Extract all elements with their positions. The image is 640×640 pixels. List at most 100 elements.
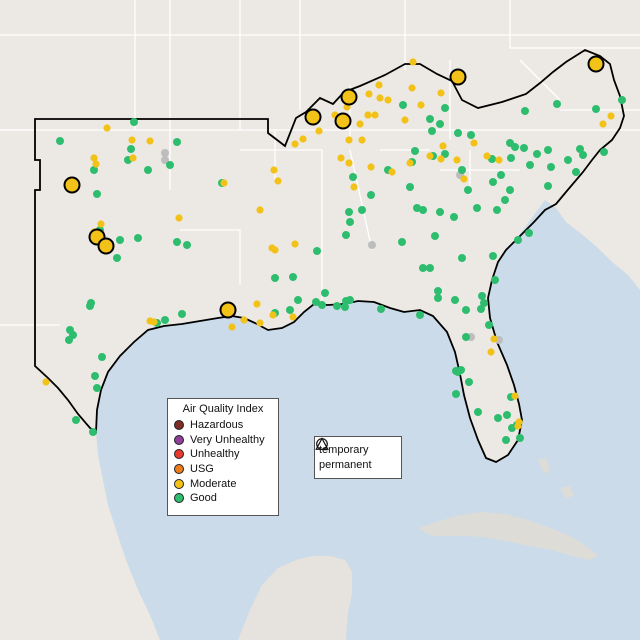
site-marker-good — [431, 232, 439, 240]
site-marker-good — [451, 296, 459, 304]
site-marker-moderate — [256, 319, 264, 327]
site-marker-good — [398, 238, 406, 246]
site-marker-good — [116, 236, 124, 244]
site-marker-good — [579, 151, 587, 159]
site-marker-good — [426, 264, 434, 272]
site-marker-good — [428, 127, 436, 135]
site-marker-good — [69, 331, 77, 339]
site-marker-good — [346, 296, 354, 304]
state-line — [509, 0, 640, 49]
site-marker-moderate — [417, 101, 425, 109]
site-marker-good — [91, 372, 99, 380]
southeast-region-outline — [34, 48, 625, 463]
site-marker-good — [89, 428, 97, 436]
site-marker-moderate — [337, 154, 345, 162]
site-marker-moderate — [289, 313, 297, 321]
site-marker-moderate — [426, 152, 434, 160]
legend-item-moderate: Moderate — [168, 476, 278, 491]
site-marker-good — [406, 183, 414, 191]
site-marker-good — [465, 378, 473, 386]
site-marker-moderate — [388, 168, 396, 176]
site-marker-good — [521, 107, 529, 115]
site-marker-good — [592, 105, 600, 113]
legend-item-hazardous: Hazardous — [168, 418, 278, 433]
site-marker-good — [458, 166, 466, 174]
site-marker-good — [93, 190, 101, 198]
site-marker-good — [90, 166, 98, 174]
site-marker-moderate — [470, 139, 478, 147]
site-marker-moderate — [439, 142, 447, 150]
temporary-monitor-marker — [340, 88, 358, 106]
site-marker-good — [166, 161, 174, 169]
site-marker-moderate — [460, 175, 468, 183]
site-marker-good — [467, 131, 475, 139]
site-marker-good — [399, 101, 407, 109]
usg-swatch-icon — [174, 464, 184, 475]
unhealthy-swatch-icon — [174, 449, 184, 460]
site-marker-moderate — [356, 120, 364, 128]
site-marker-moderate — [228, 323, 236, 331]
site-marker-moderate — [599, 120, 607, 128]
site-marker-good — [56, 137, 64, 145]
temporary-monitor-sites — [63, 55, 605, 319]
state-line — [180, 229, 241, 285]
site-marker-good — [289, 273, 297, 281]
site-marker-moderate — [384, 96, 392, 104]
site-marker-good — [434, 294, 442, 302]
bahamas-islands — [538, 458, 574, 498]
site-marker-good — [377, 305, 385, 313]
legend-item-unhealthy: Unhealthy — [168, 447, 278, 462]
moderate-swatch-icon — [174, 478, 184, 489]
site-marker-moderate — [453, 156, 461, 164]
site-marker-good — [473, 204, 481, 212]
cuba-island — [418, 512, 598, 560]
site-marker-good — [506, 186, 514, 194]
site-marker-good — [507, 154, 515, 162]
site-marker-moderate — [291, 240, 299, 248]
site-marker-good — [441, 104, 449, 112]
site-marker-moderate — [299, 135, 307, 143]
site-marker-good — [318, 301, 326, 309]
yucatan-peninsula — [238, 556, 352, 640]
site-marker-good — [480, 299, 488, 307]
site-marker-moderate — [358, 136, 366, 144]
site-marker-moderate — [406, 159, 414, 167]
site-marker-good — [349, 173, 357, 181]
good-swatch-icon — [174, 493, 184, 504]
site-marker-good — [342, 231, 350, 239]
site-marker-good — [454, 368, 462, 376]
site-marker-good — [333, 302, 341, 310]
site-marker-good — [294, 296, 302, 304]
site-marker-moderate — [92, 160, 100, 168]
site-marker-good — [434, 287, 442, 295]
site-marker-good — [600, 148, 608, 156]
site-marker-good — [183, 241, 191, 249]
site-marker-good — [426, 115, 434, 123]
site-marker-good — [411, 147, 419, 155]
site-marker-good — [130, 118, 138, 126]
site-marker-good — [345, 208, 353, 216]
site-marker-good — [485, 321, 493, 329]
site-marker-good — [313, 247, 321, 255]
site-marker-moderate — [97, 220, 105, 228]
site-marker-good — [564, 156, 572, 164]
triangle-outline-icon — [315, 437, 329, 450]
site-marker-good — [572, 168, 580, 176]
temporary-monitor-marker — [334, 112, 352, 130]
site-marker-good — [127, 145, 135, 153]
site-marker-moderate — [271, 246, 279, 254]
aqi-legend-title: Air Quality Index — [182, 403, 264, 415]
legend-label: temporary — [319, 443, 369, 456]
site-marker-good — [367, 191, 375, 199]
site-marker-moderate — [364, 111, 372, 119]
site-marker-good — [462, 306, 470, 314]
legend-label: Unhealthy — [190, 448, 240, 461]
site-marker-good — [491, 276, 499, 284]
site-marker-good — [416, 311, 424, 319]
site-marker-good — [271, 274, 279, 282]
site-marker-moderate — [409, 58, 417, 66]
site-marker-good — [526, 161, 534, 169]
temporary-monitor-marker — [219, 301, 237, 319]
site-marker-good — [520, 144, 528, 152]
